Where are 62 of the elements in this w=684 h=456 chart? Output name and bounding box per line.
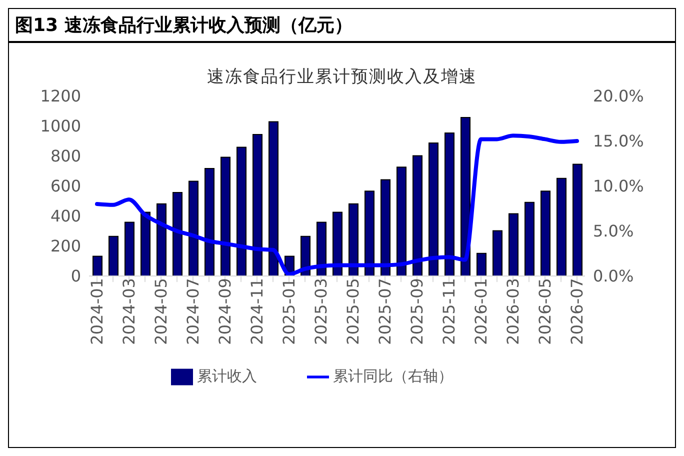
legend-label: 累计同比（右轴） <box>333 367 453 386</box>
x-tick-label: 2024-01 <box>87 278 106 345</box>
x-tick-label: 2025-01 <box>279 278 298 345</box>
x-tick-label: 2026-01 <box>471 278 490 345</box>
y2-tick-label: 0.0% <box>593 266 634 286</box>
x-tick-label: 2025-09 <box>407 278 426 345</box>
bar <box>412 155 422 276</box>
bar <box>444 132 454 276</box>
y-tick-label: 800 <box>50 146 81 166</box>
y-tick-label: 600 <box>50 176 81 196</box>
x-tick-label: 2026-07 <box>567 278 586 345</box>
bar <box>524 202 534 276</box>
bar <box>364 190 374 276</box>
bar <box>204 168 214 276</box>
y-tick-label: 0 <box>70 266 81 286</box>
bar <box>460 116 470 276</box>
bar <box>540 190 550 276</box>
y-tick-label: 1000 <box>40 116 81 136</box>
bar <box>556 178 566 276</box>
y-tick-label: 1200 <box>40 86 81 106</box>
line-series <box>95 134 579 276</box>
bar <box>92 256 102 276</box>
bar <box>140 212 150 276</box>
bar <box>492 230 502 276</box>
x-tick-label: 2025-03 <box>311 278 330 345</box>
bar <box>268 121 278 276</box>
chart-subtitle: 速冻食品行业累计预测收入及增速 <box>206 66 478 88</box>
bar <box>172 192 182 276</box>
y-tick-label: 200 <box>50 236 81 256</box>
x-tick-label: 2024-05 <box>151 278 170 345</box>
bar <box>332 212 342 276</box>
x-tick-label: 2026-03 <box>503 278 522 345</box>
x-tick-label: 2024-07 <box>183 278 202 345</box>
x-tick-label: 2025-07 <box>375 278 394 345</box>
bar <box>124 222 134 276</box>
x-tick-label: 2025-05 <box>343 278 362 345</box>
bar <box>396 166 406 276</box>
x-tick-label: 2026-05 <box>535 278 554 345</box>
bar <box>188 180 198 276</box>
bar <box>508 213 518 276</box>
bar <box>236 146 246 276</box>
bar <box>156 203 166 276</box>
legend-label: 累计收入 <box>197 367 257 386</box>
x-tick-label: 2024-11 <box>247 278 266 345</box>
y2-tick-label: 10.0% <box>593 176 644 196</box>
y2-tick-label: 20.0% <box>593 86 644 106</box>
bar <box>348 203 358 276</box>
x-tick-label: 2024-09 <box>215 278 234 345</box>
bar <box>316 222 326 276</box>
bar <box>572 164 582 276</box>
y2-tick-label: 5.0% <box>593 222 634 241</box>
bar <box>380 179 390 276</box>
bar <box>428 142 438 276</box>
bar <box>108 236 118 276</box>
y2-tick-label: 15.0% <box>593 132 644 151</box>
y-tick-label: 400 <box>50 206 81 226</box>
bar <box>252 134 262 276</box>
chart-title: 图13 速冻食品行业累计收入预测（亿元） <box>9 9 675 43</box>
x-tick-label: 2025-11 <box>439 278 458 345</box>
bar <box>220 156 230 276</box>
bar <box>476 252 486 276</box>
x-tick-label: 2024-03 <box>119 278 138 345</box>
